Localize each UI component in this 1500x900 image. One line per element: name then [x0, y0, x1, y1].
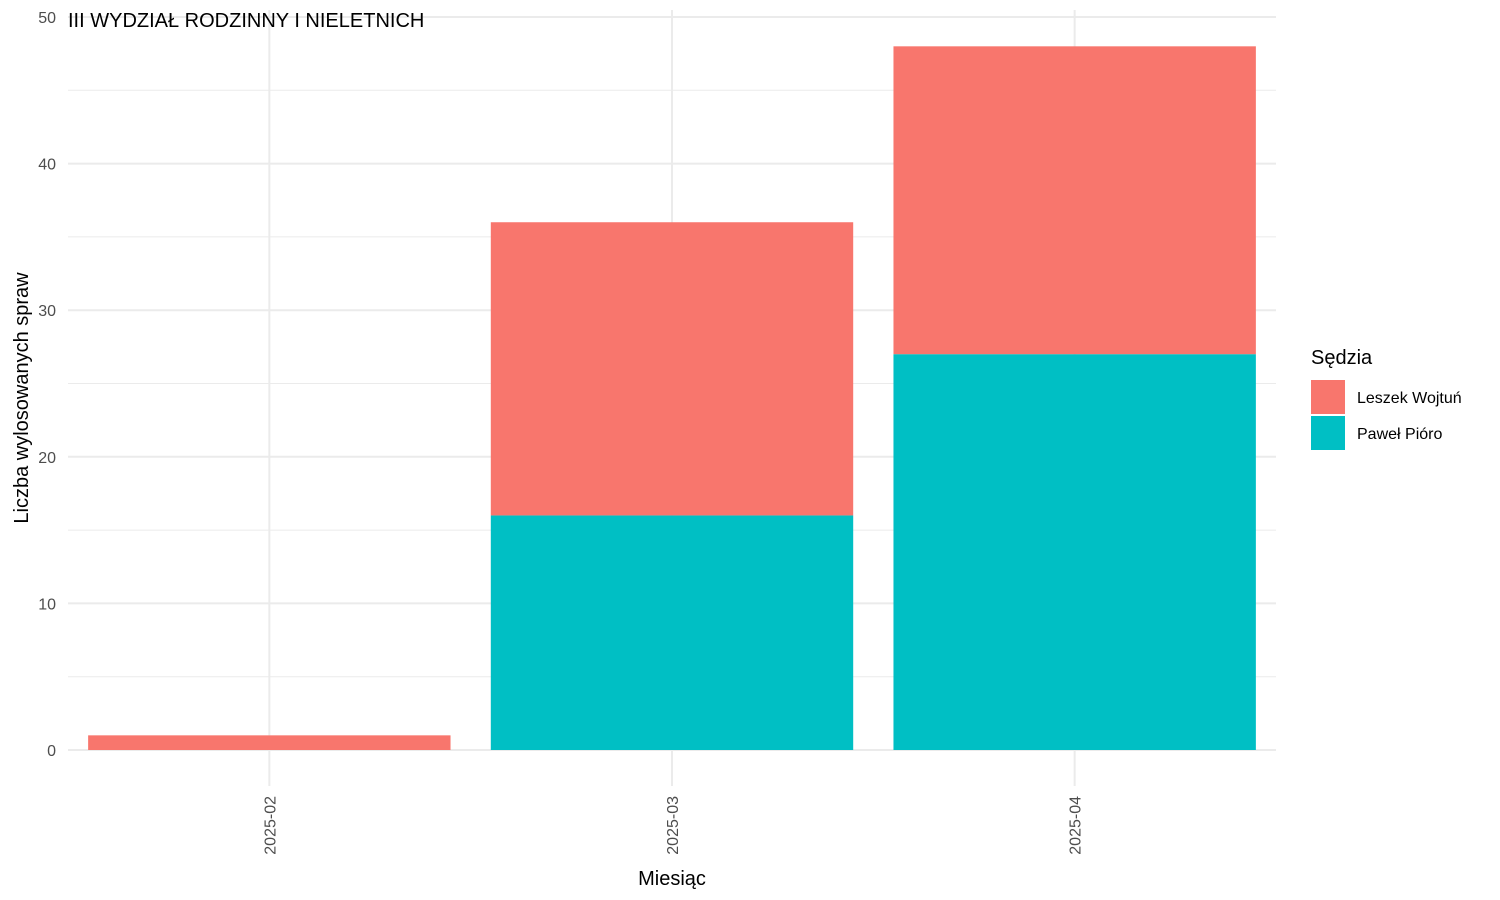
x-axis-title: Miesiąc: [638, 868, 706, 890]
y-tick-label: 0: [47, 743, 56, 760]
bar-2025-03-pawel-pioro: [490, 515, 854, 750]
bar-2025-04-leszek-wojtun: [893, 46, 1256, 355]
bar-2025-02-leszek-wojtun: [88, 735, 451, 750]
legend-title: Sędzia: [1311, 347, 1373, 369]
bars: [88, 46, 1256, 750]
legend-key: [1311, 380, 1345, 414]
legend-items: Leszek Wojtuń Paweł Pióro: [1311, 380, 1462, 450]
y-tick-label: 40: [38, 157, 56, 174]
bar-2025-03-leszek-wojtun: [490, 222, 854, 516]
x-axis-ticks: 2025-02 2025-03 2025-04: [262, 796, 1084, 855]
chart-title: III WYDZIAŁ RODZINNY I NIELETNICH: [68, 10, 424, 32]
legend-label: Leszek Wojtuń: [1357, 390, 1462, 407]
y-tick-label: 30: [38, 303, 56, 320]
y-axis-ticks: 0 10 20 30 40 50: [38, 10, 56, 760]
x-tick-label: 2025-02: [262, 796, 279, 855]
y-axis-title: Liczba wylosowanych spraw: [11, 272, 33, 524]
bar-2025-04-pawel-pioro: [893, 354, 1256, 750]
y-tick-label: 10: [38, 596, 56, 613]
x-tick-label: 2025-03: [665, 796, 682, 855]
legend-key: [1311, 416, 1345, 450]
legend: Sędzia Leszek Wojtuń Paweł Pióro: [1311, 347, 1462, 450]
y-tick-label: 20: [38, 450, 56, 467]
x-tick-label: 2025-04: [1068, 796, 1085, 855]
legend-label: Paweł Pióro: [1357, 426, 1442, 443]
y-tick-label: 50: [38, 10, 56, 27]
